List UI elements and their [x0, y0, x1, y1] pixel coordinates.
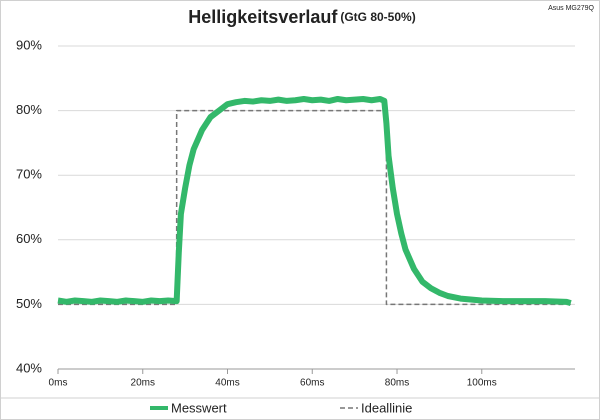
- chart-title: Helligkeitsverlauf (GtG 80-50%): [188, 7, 415, 27]
- legend-label: Ideallinie: [361, 400, 412, 415]
- series-line: [58, 109, 571, 306]
- x-tick-label: 100ms: [467, 378, 497, 389]
- y-tick-label: 70%: [16, 167, 42, 182]
- y-tick-label: 60%: [16, 231, 42, 246]
- x-tick-label: 40ms: [215, 378, 239, 389]
- x-tick-label: 80ms: [385, 378, 409, 389]
- subtitle: (GtG 80-50%): [340, 10, 415, 24]
- annotation: Asus MG279Q: [548, 5, 594, 12]
- x-tick-label: 60ms: [300, 378, 324, 389]
- y-tick-label: 50%: [16, 296, 42, 311]
- x-tick-label: 20ms: [131, 378, 155, 389]
- series-line: [57, 95, 572, 306]
- y-tick-label: 40%: [16, 360, 42, 375]
- title: Helligkeitsverlauf: [188, 7, 338, 27]
- x-tick-label: 0ms: [49, 378, 68, 389]
- y-tick-label: 80%: [16, 102, 42, 117]
- y-tick-label: 90%: [16, 37, 42, 52]
- legend-label: Messwert: [171, 400, 227, 415]
